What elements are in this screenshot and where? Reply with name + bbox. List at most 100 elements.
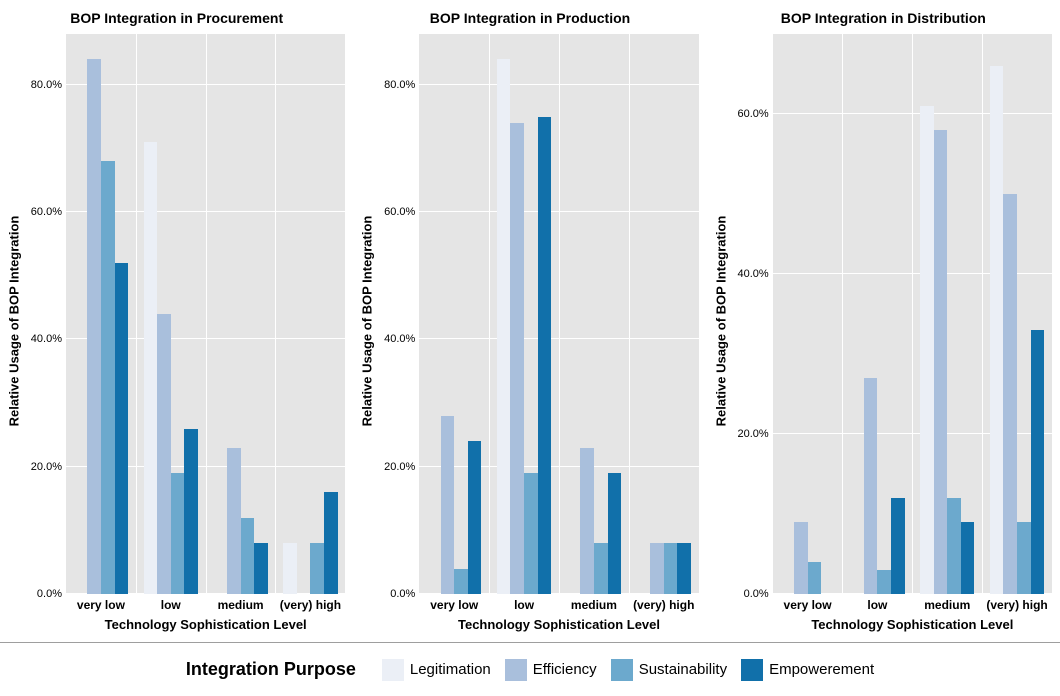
legend-item: Legitimation — [382, 659, 491, 681]
bar — [468, 441, 482, 594]
bar — [961, 522, 975, 594]
x-axis-label: Technology Sophistication Level — [419, 617, 698, 632]
bar — [524, 473, 538, 594]
bar — [171, 473, 185, 594]
bar — [1003, 194, 1017, 594]
bar — [808, 562, 822, 594]
y-tick-label: 40.0% — [737, 268, 768, 280]
bar — [310, 543, 324, 594]
bar — [144, 142, 158, 594]
legend-label: Sustainability — [639, 661, 727, 678]
bar — [891, 498, 905, 594]
bar — [934, 130, 948, 594]
bar — [877, 570, 891, 594]
x-tick-label: low — [514, 598, 534, 612]
x-tick-label: very low — [784, 598, 832, 612]
panel-title: BOP Integration in Procurement — [6, 6, 347, 30]
bar — [241, 518, 255, 594]
plot-area: 0.0%20.0%40.0%60.0%80.0%very lowlowmediu… — [419, 34, 698, 594]
y-tick-label: 40.0% — [31, 333, 62, 345]
bar — [1031, 330, 1045, 594]
bar — [580, 448, 594, 594]
bar — [920, 106, 934, 594]
y-tick-label: 80.0% — [31, 79, 62, 91]
bar — [1017, 522, 1031, 594]
x-tick-label: very low — [430, 598, 478, 612]
y-tick-label: 20.0% — [737, 428, 768, 440]
legend: Integration Purpose Legitimation Efficienc… — [0, 642, 1060, 696]
bar — [664, 543, 678, 594]
x-axis-label: Technology Sophistication Level — [66, 617, 345, 632]
x-tick-label: low — [867, 598, 887, 612]
chart-panel: BOP Integration in Production Relative Us… — [353, 6, 706, 636]
y-axis-label: Relative Usage of BOP Integration — [360, 216, 375, 427]
y-tick-label: 40.0% — [384, 333, 415, 345]
figure: BOP Integration in Procurement Relative U… — [0, 0, 1060, 696]
y-tick-label: 80.0% — [384, 79, 415, 91]
bar — [608, 473, 622, 594]
x-tick-label: very low — [77, 598, 125, 612]
legend-item: Efficiency — [505, 659, 597, 681]
bar — [990, 66, 1004, 594]
y-tick-label: 60.0% — [737, 108, 768, 120]
bar — [227, 448, 241, 594]
bar — [538, 117, 552, 594]
legend-label: Empowerement — [769, 661, 874, 678]
bar — [677, 543, 691, 594]
bar — [794, 522, 808, 594]
bar — [254, 543, 268, 594]
bar — [87, 59, 101, 594]
x-tick-label: medium — [924, 598, 970, 612]
x-tick-label: medium — [571, 598, 617, 612]
bar — [497, 59, 511, 594]
gridline-v — [559, 34, 560, 594]
x-tick-label: (very) high — [280, 598, 341, 612]
plot-area: 0.0%20.0%40.0%60.0%80.0%very lowlowmediu… — [66, 34, 345, 594]
y-tick-label: 0.0% — [744, 588, 769, 600]
panels-row: BOP Integration in Procurement Relative U… — [0, 6, 1060, 636]
y-axis-label: Relative Usage of BOP Integration — [7, 216, 22, 427]
y-tick-label: 60.0% — [31, 206, 62, 218]
y-tick-label: 0.0% — [37, 588, 62, 600]
gridline-v — [912, 34, 913, 594]
bar — [454, 569, 468, 594]
gridline-v — [136, 34, 137, 594]
bar — [101, 161, 115, 594]
plot-area: 0.0%20.0%40.0%60.0%very lowlowmedium(ver… — [773, 34, 1052, 594]
bar — [184, 429, 198, 594]
bar — [157, 314, 171, 594]
legend-label: Efficiency — [533, 661, 597, 678]
chart-panel: BOP Integration in Distribution Relative … — [707, 6, 1060, 636]
bar — [650, 543, 664, 594]
panel-title: BOP Integration in Distribution — [713, 6, 1054, 30]
legend-swatch — [741, 659, 763, 681]
gridline-v — [275, 34, 276, 594]
x-tick-label: (very) high — [633, 598, 694, 612]
legend-title: Integration Purpose — [186, 659, 356, 680]
gridline-v — [842, 34, 843, 594]
bar — [947, 498, 961, 594]
x-tick-label: medium — [218, 598, 264, 612]
gridline-v — [629, 34, 630, 594]
x-tick-label: (very) high — [986, 598, 1047, 612]
legend-item: Empowerement — [741, 659, 874, 681]
y-axis-label: Relative Usage of BOP Integration — [713, 216, 728, 427]
x-tick-label: low — [161, 598, 181, 612]
gridline-v — [982, 34, 983, 594]
y-tick-label: 20.0% — [384, 461, 415, 473]
gridline-v — [206, 34, 207, 594]
panel-title: BOP Integration in Production — [359, 6, 700, 30]
bar — [283, 543, 297, 594]
y-tick-label: 20.0% — [31, 461, 62, 473]
legend-label: Legitimation — [410, 661, 491, 678]
gridline-v — [489, 34, 490, 594]
legend-swatch — [611, 659, 633, 681]
bar — [864, 378, 878, 594]
bar — [510, 123, 524, 594]
legend-swatch — [382, 659, 404, 681]
bar — [594, 543, 608, 594]
y-tick-label: 0.0% — [390, 588, 415, 600]
bar — [441, 416, 455, 594]
legend-item: Sustainability — [611, 659, 727, 681]
bar — [324, 492, 338, 594]
